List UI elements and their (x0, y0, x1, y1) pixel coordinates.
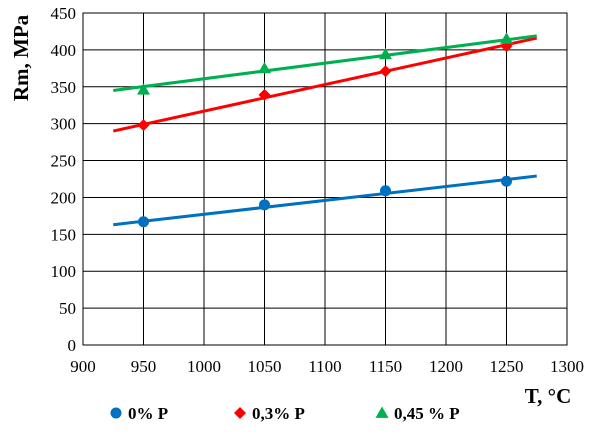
x-tick-label: 1250 (490, 357, 524, 376)
y-tick-label: 450 (51, 4, 77, 23)
data-point (380, 185, 391, 197)
data-point (259, 199, 270, 211)
x-tick-label: 900 (70, 357, 96, 376)
legend-marker (110, 407, 122, 419)
y-tick-label: 150 (51, 225, 77, 244)
trendline (112, 36, 538, 133)
data-point (500, 32, 513, 44)
x-tick-label: 1100 (308, 357, 341, 376)
y-axis-title: Rm, MPa (9, 14, 33, 101)
y-tick-label: 0 (68, 336, 77, 355)
x-tick-label: 950 (131, 357, 157, 376)
trendlines (112, 34, 538, 227)
legend-label: 0% P (128, 404, 168, 423)
y-tick-label: 200 (51, 188, 77, 207)
x-tick-label: 1300 (550, 357, 584, 376)
data-markers (137, 32, 513, 228)
legend-label: 0,45 % P (394, 404, 460, 423)
trendline (113, 174, 537, 227)
plot-area-frame (82, 12, 568, 346)
y-tick-label: 300 (51, 115, 77, 134)
x-axis-ticks: 900 950 1000 1050 1100 1150 1200 1250 1300 (70, 357, 584, 376)
x-tick-label: 1200 (429, 357, 463, 376)
legend-marker (234, 407, 246, 419)
y-tick-label: 400 (51, 41, 77, 60)
trendline (113, 34, 537, 92)
data-point (379, 65, 392, 78)
data-point (137, 119, 150, 132)
data-point (501, 175, 512, 187)
x-tick-label: 1000 (187, 357, 221, 376)
x-tick-label: 1150 (369, 357, 402, 376)
data-point (258, 88, 271, 101)
y-tick-label: 250 (51, 152, 77, 171)
x-axis-title: T, °C (525, 384, 572, 408)
y-tick-label: 350 (51, 78, 77, 97)
data-point (137, 83, 150, 95)
y-tick-label: 50 (59, 299, 76, 318)
x-tick-label: 1050 (248, 357, 282, 376)
legend-label: 0,3% P (252, 404, 305, 423)
legend: 0% P 0,3% P 0,45 % P (110, 404, 460, 423)
data-point (258, 61, 271, 74)
y-tick-label: 100 (51, 262, 77, 281)
y-axis-ticks: 0 50 100 150 200 250 300 350 400 450 (51, 4, 77, 355)
data-point (379, 47, 392, 60)
legend-marker (375, 406, 389, 418)
data-point (138, 216, 149, 228)
